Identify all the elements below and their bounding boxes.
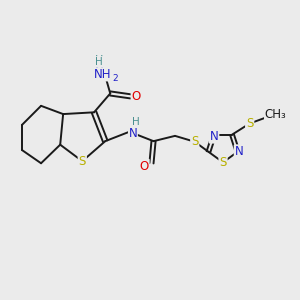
Text: H: H — [95, 57, 103, 67]
Text: NH: NH — [94, 68, 112, 81]
Text: N: N — [210, 130, 218, 142]
Text: O: O — [140, 160, 149, 173]
Text: 2: 2 — [113, 74, 118, 83]
Text: S: S — [191, 135, 198, 148]
Text: S: S — [246, 117, 253, 130]
Text: S: S — [219, 156, 227, 169]
Text: S: S — [79, 155, 86, 168]
Text: H: H — [95, 56, 103, 65]
Text: O: O — [131, 90, 141, 103]
Text: N: N — [235, 145, 243, 158]
Text: CH₃: CH₃ — [265, 108, 286, 121]
Text: H: H — [132, 117, 140, 127]
Text: N: N — [128, 127, 137, 140]
Text: N: N — [95, 66, 103, 80]
